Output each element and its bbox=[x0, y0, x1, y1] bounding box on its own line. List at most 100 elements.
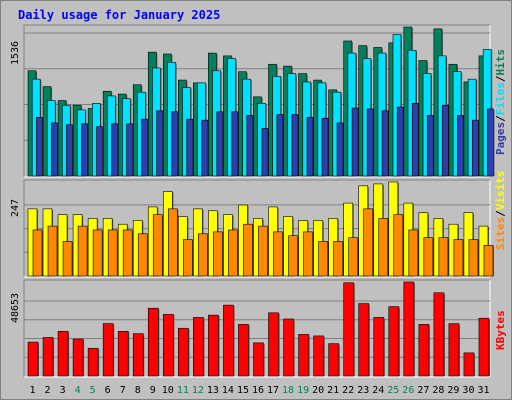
axis-title-part: Sites bbox=[494, 217, 507, 250]
bar-pages-day-7 bbox=[126, 123, 133, 177]
x-tick-label-day-21: 21 bbox=[327, 385, 339, 396]
bar-pages-day-10 bbox=[171, 111, 178, 177]
x-tick-label-day-6: 6 bbox=[105, 385, 111, 396]
x-tick-label-day-4: 4 bbox=[75, 385, 81, 396]
axis-title-part: KBytes bbox=[494, 310, 507, 350]
y-max-label: 247 bbox=[10, 199, 21, 217]
bar-sites-day-23 bbox=[363, 208, 374, 277]
bar-pages-day-22 bbox=[351, 107, 359, 177]
x-tick-label-day-25: 25 bbox=[387, 385, 399, 396]
x-tick-label-day-1: 1 bbox=[30, 385, 36, 396]
bar-kbytes-day-17 bbox=[268, 312, 279, 377]
bar-sites-day-26 bbox=[408, 229, 419, 277]
x-tick-label-day-18: 18 bbox=[282, 385, 294, 396]
bar-kbytes-day-21 bbox=[328, 343, 339, 377]
x-tick-label-day-17: 17 bbox=[267, 385, 279, 396]
bar-pages-day-19 bbox=[306, 117, 314, 177]
x-tick-label-day-13: 13 bbox=[207, 385, 219, 396]
bar-kbytes-day-7 bbox=[117, 331, 129, 377]
bar-pages-day-1 bbox=[36, 117, 43, 177]
x-tick-label-day-31: 31 bbox=[477, 385, 489, 396]
x-tick-label-day-28: 28 bbox=[432, 385, 444, 396]
bar-kbytes-day-6 bbox=[102, 323, 114, 377]
bar-sites-day-18 bbox=[288, 235, 298, 277]
panel-kbytes: 48653 KBytes bbox=[10, 279, 507, 378]
chart-title: Daily usage for January 2025 bbox=[18, 8, 220, 22]
bar-kbytes-day-9 bbox=[147, 307, 159, 377]
bar-sites-day-5 bbox=[92, 229, 103, 277]
bar-pages-day-6 bbox=[111, 123, 118, 177]
bar-pages-day-3 bbox=[66, 124, 73, 177]
bar-kbytes-day-24 bbox=[373, 317, 385, 377]
y-max-label: 48653 bbox=[10, 293, 21, 323]
bar-pages-day-21 bbox=[336, 122, 344, 177]
x-tick-label-day-2: 2 bbox=[45, 385, 51, 396]
panel-visits-sites: 247 Sites/Visits bbox=[10, 171, 507, 278]
y-max-label: 1536 bbox=[10, 41, 21, 65]
axis-title: Sites/Visits bbox=[494, 171, 507, 251]
bar-kbytes-day-3 bbox=[57, 331, 69, 377]
x-axis-day-labels: 1 2 3 4 5 6 7 8 9 10 11 12 13 14 15 16 17 18 19 20 21 22 23 24 2… bbox=[30, 385, 490, 396]
bar-sites-day-7 bbox=[122, 229, 133, 277]
bar-pages-day-20 bbox=[321, 117, 329, 177]
bar-kbytes-day-5 bbox=[87, 347, 99, 377]
bar-pages-day-26 bbox=[411, 103, 419, 177]
bar-sites-day-22 bbox=[348, 237, 358, 277]
bar-kbytes-day-4 bbox=[72, 338, 84, 377]
bar-pages-day-16 bbox=[261, 128, 269, 177]
bar-pages-day-9 bbox=[156, 110, 163, 177]
bar-sites-day-2 bbox=[47, 225, 58, 277]
bar-pages-day-31 bbox=[487, 108, 494, 177]
bar-pages-day-4 bbox=[81, 123, 88, 177]
bar-pages-day-18 bbox=[291, 114, 299, 177]
axis-title-part: Pages bbox=[494, 122, 507, 155]
bar-sites-day-8 bbox=[137, 233, 148, 277]
x-tick-label-day-19: 19 bbox=[297, 385, 309, 396]
bar-sites-day-20 bbox=[318, 241, 328, 277]
x-tick-label-day-26: 26 bbox=[402, 385, 414, 396]
bar-sites-day-31 bbox=[483, 245, 494, 277]
axis-title-part: Files bbox=[494, 82, 507, 115]
x-tick-label-day-23: 23 bbox=[357, 385, 369, 396]
bar-sites-day-1 bbox=[32, 229, 43, 277]
bar-sites-day-21 bbox=[333, 241, 343, 277]
bar-kbytes-day-10 bbox=[162, 314, 174, 377]
x-tick-label-day-3: 3 bbox=[60, 385, 66, 396]
bar-sites-day-4 bbox=[77, 225, 88, 277]
bar-pages-day-15 bbox=[246, 115, 254, 177]
bar-kbytes-day-16 bbox=[253, 342, 264, 377]
bar-sites-day-30 bbox=[468, 239, 479, 277]
axis-title-part: / bbox=[494, 75, 507, 82]
bar-sites-day-16 bbox=[258, 225, 268, 277]
bar-kbytes-day-25 bbox=[388, 306, 400, 377]
bar-pages-day-24 bbox=[381, 110, 389, 177]
bar-kbytes-day-15 bbox=[238, 324, 249, 377]
bar-sites-day-12 bbox=[198, 233, 208, 277]
bar-sites-day-15 bbox=[243, 223, 253, 277]
bar-pages-day-30 bbox=[472, 119, 479, 177]
x-tick-label-day-22: 22 bbox=[342, 385, 354, 396]
axis-title-part: Visits bbox=[494, 171, 507, 211]
bar-pages-day-25 bbox=[396, 106, 404, 177]
bar-pages-day-12 bbox=[201, 119, 209, 177]
bar-kbytes-day-1 bbox=[27, 341, 39, 377]
bar-kbytes-day-18 bbox=[283, 318, 294, 377]
bar-sites-day-17 bbox=[273, 231, 283, 277]
bar-kbytes-day-30 bbox=[463, 352, 475, 377]
bar-kbytes-day-22 bbox=[343, 282, 354, 377]
bar-pages-day-13 bbox=[216, 111, 224, 177]
bar-kbytes-day-19 bbox=[298, 334, 309, 377]
bar-kbytes-day-20 bbox=[313, 335, 324, 377]
bar-sites-day-3 bbox=[62, 241, 73, 277]
bar-kbytes-day-31 bbox=[478, 317, 490, 377]
bar-sites-day-10 bbox=[167, 208, 178, 277]
bar-sites-day-11 bbox=[183, 239, 193, 277]
bar-sites-day-27 bbox=[423, 237, 434, 277]
bar-sites-day-28 bbox=[438, 237, 449, 277]
bar-pages-day-28 bbox=[441, 104, 449, 177]
x-tick-label-day-20: 20 bbox=[312, 385, 324, 396]
bar-kbytes-day-29 bbox=[448, 323, 460, 377]
x-tick-label-day-14: 14 bbox=[222, 385, 234, 396]
